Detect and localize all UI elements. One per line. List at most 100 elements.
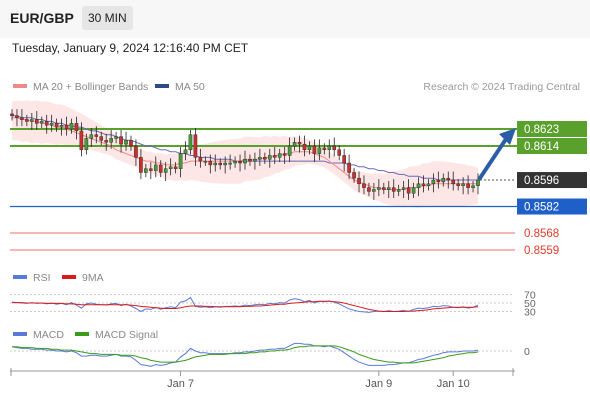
candle-body <box>193 134 198 158</box>
candle-body <box>406 187 411 194</box>
candle-body <box>104 140 108 143</box>
macd-legend-swatch <box>13 332 27 336</box>
candle-body <box>451 179 456 185</box>
time-axis-label: Jan 10 <box>437 378 470 390</box>
candle-body <box>322 147 327 150</box>
ma50-legend-label: MA 50 <box>175 81 205 93</box>
macd-panel: 0 <box>10 342 530 367</box>
candle-body <box>64 125 69 130</box>
candle-body <box>124 140 128 145</box>
candle-body <box>466 183 470 188</box>
timeframe-badge[interactable]: 30 MIN <box>82 6 133 30</box>
candle-body <box>302 143 307 150</box>
candle-body <box>74 123 79 132</box>
candle-body <box>203 160 208 163</box>
candle-body <box>456 183 460 186</box>
candle-body <box>198 157 203 162</box>
macd-signal-line <box>12 345 479 364</box>
candle-body <box>183 149 188 154</box>
candle-body <box>446 177 451 181</box>
candle-body <box>89 134 94 139</box>
candle-body <box>129 140 133 147</box>
candle-body <box>287 145 292 156</box>
candle-body <box>238 160 242 164</box>
ma20-legend-label: MA 20 + Bollinger Bands <box>33 81 148 93</box>
candle-body <box>401 187 406 190</box>
candle-body <box>163 168 168 173</box>
ma20-legend-swatch <box>13 84 27 88</box>
candle-body <box>248 159 252 162</box>
candle-body <box>109 138 113 143</box>
candle-body <box>267 155 272 160</box>
level-tag-label: 0.8623 <box>524 124 559 136</box>
candle-body <box>84 138 89 150</box>
candle-body <box>416 183 421 188</box>
candle-body <box>377 187 381 190</box>
candle-body <box>59 125 64 128</box>
candle-body <box>357 177 361 185</box>
candle-body <box>153 164 158 171</box>
rsi-tick-label: 70 <box>524 290 536 302</box>
macd-tick-label: 0 <box>524 346 530 358</box>
candle-body <box>94 134 99 137</box>
candle-body <box>218 162 223 166</box>
candle-body <box>44 121 49 126</box>
rsi-ma-line <box>12 300 479 312</box>
candle-body <box>168 166 173 169</box>
candle-body <box>39 121 44 124</box>
candle-body <box>208 160 213 166</box>
candle-body <box>139 157 143 173</box>
candle-body <box>144 168 148 173</box>
candle-body <box>312 145 317 154</box>
candle-body <box>307 145 312 150</box>
candle-body <box>292 142 297 147</box>
target-level-label: 0.8559 <box>524 245 559 257</box>
candle-body <box>263 157 267 160</box>
candle-body <box>233 160 237 164</box>
level-tag-label: 0.8614 <box>524 141 560 153</box>
candle-body <box>421 183 426 186</box>
candle-body <box>461 183 465 186</box>
candle-body <box>228 162 232 165</box>
candle-body <box>223 162 227 166</box>
candle-body <box>134 145 138 158</box>
macd-legend-label: MACD <box>33 329 64 341</box>
research-credit: Research © 2024 Trading Central <box>423 81 580 93</box>
candle-body <box>20 117 24 120</box>
candle-body <box>34 119 39 124</box>
candle-body <box>79 130 84 150</box>
candle-body <box>386 187 391 190</box>
candle-body <box>277 153 282 158</box>
candle-body <box>471 185 475 188</box>
candle-body <box>332 145 337 150</box>
candle-body <box>347 162 351 173</box>
candle-body <box>188 134 193 150</box>
candle-body <box>411 187 416 194</box>
candle-body <box>342 155 346 164</box>
candle-body <box>114 136 118 139</box>
candle-body <box>243 159 247 164</box>
ma50-legend-swatch <box>155 84 169 88</box>
candle-body <box>396 189 401 192</box>
chart-header: EUR/GBP 30 MIN <box>0 0 590 38</box>
forecast-arrow-head <box>499 128 516 145</box>
candle-body <box>49 123 54 126</box>
candle-body <box>10 113 14 116</box>
rsi-ma-legend-label: 9MA <box>82 272 104 284</box>
candle-body <box>30 119 34 122</box>
macd-signal-legend-label: MACD Signal <box>95 329 158 341</box>
price-panel: 0.8623 0.8614 0.8596 0.8582 0.8568 0.8559 <box>10 100 587 257</box>
pair-title: EUR/GBP <box>10 10 74 26</box>
candle-body <box>426 183 431 186</box>
candle-body <box>441 177 446 183</box>
candle-body <box>282 153 287 156</box>
candle-body <box>149 168 153 171</box>
macd-signal-legend-swatch <box>75 332 89 336</box>
candle-body <box>372 189 376 192</box>
candle-body <box>297 142 302 145</box>
candle-body <box>352 172 356 179</box>
candle-body <box>337 149 341 156</box>
candle-body <box>431 179 436 185</box>
candle-body <box>317 147 322 154</box>
